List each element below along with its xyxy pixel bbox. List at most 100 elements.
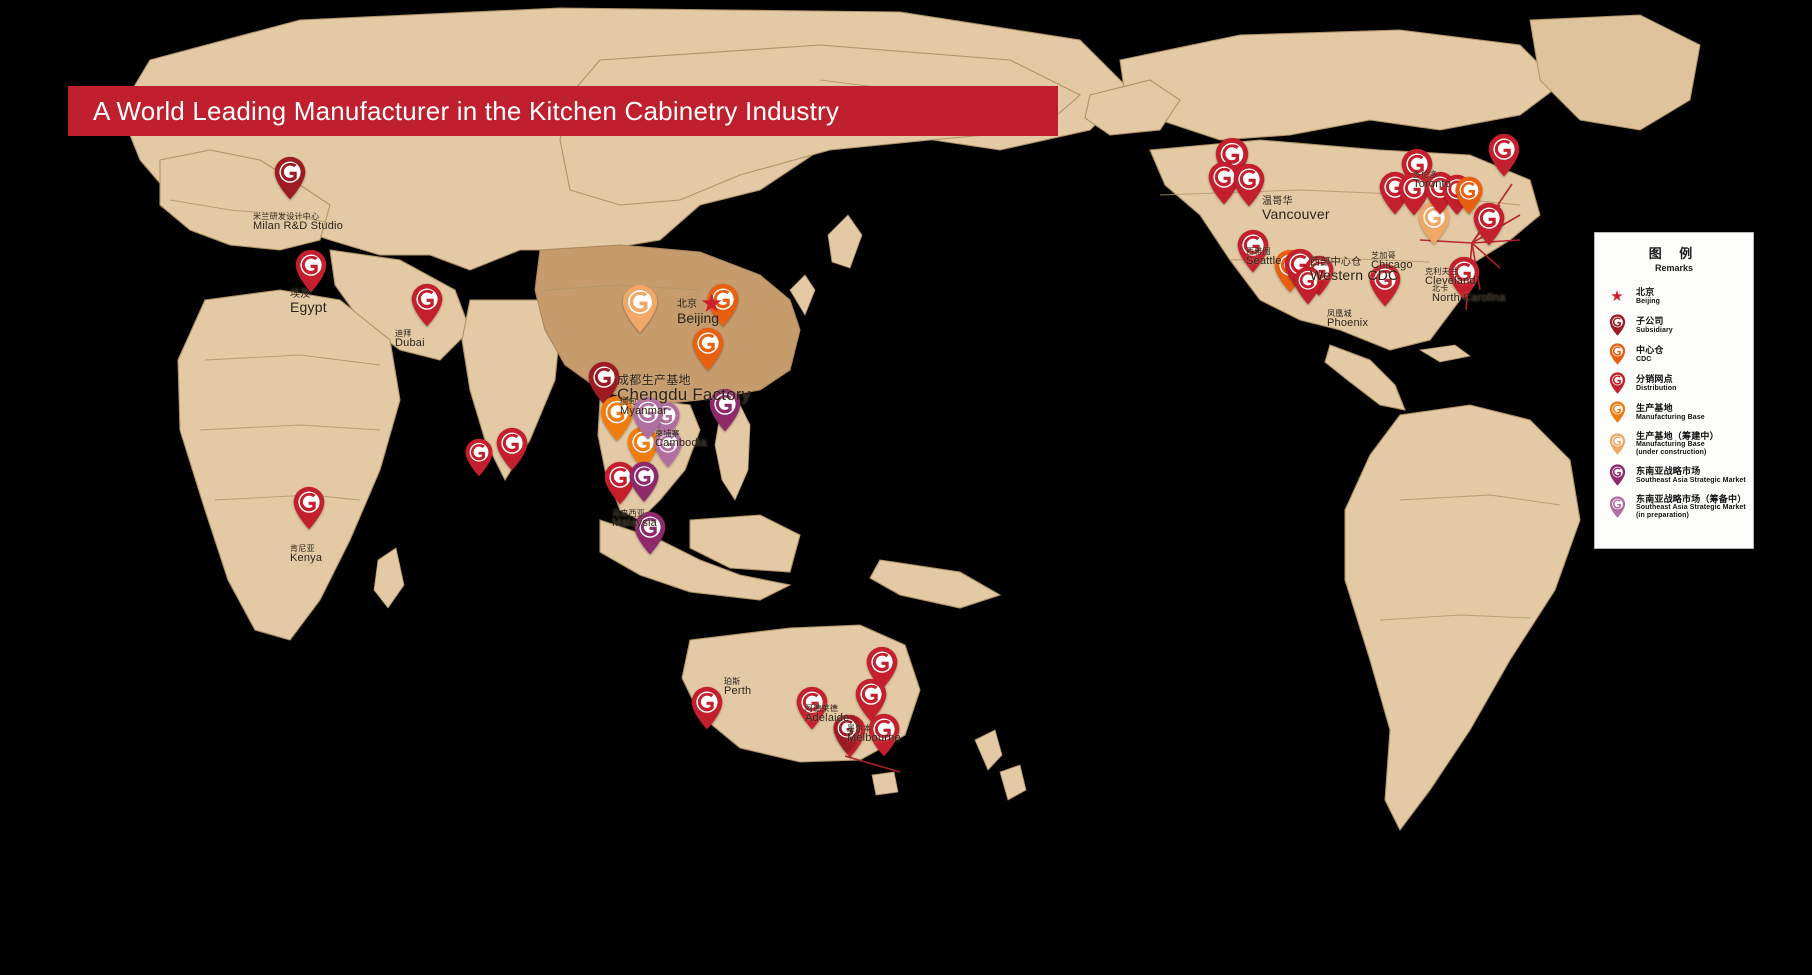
legend-row-manufacturing-base: 生产基地 Manufacturing Base xyxy=(1595,398,1753,427)
pin-thailand-mfg[interactable] xyxy=(599,395,635,442)
city-label-cn: 米兰研发设计中心 xyxy=(253,212,320,221)
legend-label-en: Manufacturing Base xyxy=(1636,441,1705,449)
pin-india-west[interactable] xyxy=(495,427,529,471)
city-label-cn: 阿德莱德 xyxy=(805,704,839,713)
pin-philippines[interactable] xyxy=(708,388,742,432)
city-label-en: Seattle xyxy=(1246,255,1282,268)
city-label-cn: 肯尼亚 xyxy=(290,544,315,553)
pin-china-east-a[interactable] xyxy=(706,283,740,327)
legend-label: 分销网点 Distribution xyxy=(1636,374,1676,392)
pin-texas[interactable] xyxy=(1368,263,1402,307)
city-label-en: Phoenix xyxy=(1327,317,1369,330)
pin-chengdu[interactable] xyxy=(621,284,659,333)
pin-perth[interactable] xyxy=(690,686,724,730)
pin-seattle[interactable] xyxy=(1232,163,1266,207)
legend-rows: ★ 北京 Beijing 子公司 Subsidiary 中心仓 CDC 分销网点 Dist… xyxy=(1595,282,1753,524)
pin-egypt[interactable] xyxy=(294,249,328,293)
legend-label-en: CDC xyxy=(1636,355,1652,363)
city-label-en: Kenya xyxy=(290,552,323,565)
city-label-en: Western CDC xyxy=(1310,267,1399,284)
pin-chicago-b[interactable] xyxy=(1397,172,1431,216)
city-label-toronto: 多伦多 Toronto xyxy=(1413,170,1452,191)
city-label-cn: 迪拜 xyxy=(395,329,412,338)
pin-myanmar[interactable] xyxy=(587,361,621,405)
city-label-cn: 珀斯 xyxy=(724,677,741,686)
city-label-cambodia: 柬埔寨 Cambodia xyxy=(655,429,707,450)
pin-icon xyxy=(1604,433,1630,455)
legend-label-en: Southeast Asia Strategic Market xyxy=(1636,504,1746,512)
pin-melbourne-b[interactable] xyxy=(832,714,862,753)
pin-sydney-b[interactable] xyxy=(854,678,888,722)
legend-title-en: Remarks xyxy=(1654,263,1694,273)
pin-dubai[interactable] xyxy=(410,283,444,327)
legend-label: 东南亚战略市场（筹备中） Southeast Asia Strategic Mar… xyxy=(1636,493,1747,519)
city-label-dubai: 迪拜 Dubai xyxy=(395,329,425,350)
city-label-cn: 西雅图 xyxy=(1246,247,1271,256)
legend-label: 中心仓 CDC xyxy=(1636,345,1664,363)
city-label-en: Cleveland xyxy=(1425,275,1476,288)
legend-label-cn: 北京 xyxy=(1636,287,1655,298)
city-label-myanmar: 缅甸 Myanmar xyxy=(620,397,668,418)
pin-vietnam-strat[interactable] xyxy=(653,429,683,468)
legend-label: 生产基地（筹建中） Manufacturing Base (under constr… xyxy=(1636,431,1719,456)
city-label-en: Toronto xyxy=(1413,178,1452,191)
pin-icon xyxy=(1604,343,1630,366)
city-label-chengdu: 成都生产基地 Chengdu Factory xyxy=(617,374,750,404)
pin-florida[interactable] xyxy=(1447,256,1481,300)
city-label-en: Perth xyxy=(724,685,752,698)
legend-label: 东南亚战略市场 Southeast Asia Strategic Market xyxy=(1636,466,1746,484)
beijing-label-cn: 北京 xyxy=(677,299,697,310)
pin-california[interactable] xyxy=(1236,229,1270,273)
beijing-label: 北京 Beijing xyxy=(677,299,719,325)
pin-adelaide[interactable] xyxy=(795,686,829,730)
pin-thailand-strat[interactable] xyxy=(631,396,665,440)
pin-kenya[interactable] xyxy=(292,486,326,530)
city-label-cn: 成都生产基地 xyxy=(617,373,691,387)
city-label-western-cdc: 西部中心仓 Western CDC xyxy=(1310,257,1399,284)
pin-atlantic[interactable] xyxy=(1472,202,1506,246)
city-label-cn: 克利夫兰 xyxy=(1425,267,1459,276)
city-label-vancouver: 温哥华 Vancouver xyxy=(1262,196,1330,223)
city-label-adelaide: 阿德莱德 Adelaide xyxy=(805,704,849,724)
city-label-en: Egypt xyxy=(290,299,327,316)
pin-malaysia-a[interactable] xyxy=(603,461,637,505)
city-label-chicago: 芝加哥 Chicago xyxy=(1371,251,1413,271)
legend-label-cn: 生产基地 xyxy=(1636,403,1673,414)
pin-northeast[interactable] xyxy=(1487,133,1521,177)
city-label-north-carolina: 北卡 North Carolina xyxy=(1432,284,1506,305)
legend-label-en: Manufacturing Base xyxy=(1636,413,1705,421)
city-label-seattle: 西雅图 Seattle xyxy=(1246,247,1282,268)
page-title: A World Leading Manufacturer in the Kitc… xyxy=(93,95,840,126)
city-label-cn: 西部中心仓 xyxy=(1310,257,1362,268)
legend-row-cdc: 中心仓 CDC xyxy=(1595,340,1753,369)
pin-milan[interactable] xyxy=(273,156,307,200)
city-label-en: Milan R&D Studio xyxy=(253,220,344,233)
star-icon: ★ xyxy=(1610,288,1624,305)
legend-label: 生产基地 Manufacturing Base xyxy=(1636,403,1705,421)
pin-cleveland-c[interactable] xyxy=(1454,176,1484,215)
pin-tasmania[interactable] xyxy=(867,713,901,757)
legend-row-subsidiary: 子公司 Subsidiary xyxy=(1595,311,1753,340)
pin-vancouver-b[interactable] xyxy=(1207,161,1241,205)
legend-label: 北京 Beijing xyxy=(1636,287,1661,305)
pin-china-east-b[interactable] xyxy=(691,327,725,371)
legend-label-cn: 东南亚战略市场（筹备中） xyxy=(1636,493,1747,504)
pin-indonesia[interactable] xyxy=(633,511,667,555)
pin-india-south[interactable] xyxy=(464,438,494,477)
pin-malaysia-b[interactable] xyxy=(628,461,660,503)
pin-icon xyxy=(1604,496,1630,518)
legend-label-en: Beijing xyxy=(1636,297,1661,305)
city-label-en: Dubai xyxy=(395,337,425,350)
city-label-cn: 北卡 xyxy=(1432,284,1449,293)
city-label-en: Vancouver xyxy=(1262,206,1330,223)
pin-icon xyxy=(1604,464,1630,487)
legend-title: 图 例 Remarks xyxy=(1595,243,1753,273)
pin-phoenix[interactable] xyxy=(1293,266,1323,305)
city-label-en: Myanmar xyxy=(620,405,668,418)
city-label-en: North Carolina xyxy=(1432,292,1506,305)
pin-sydney-a[interactable] xyxy=(865,646,899,690)
legend-label-cn: 子公司 xyxy=(1636,316,1664,327)
legend-label-cn: 东南亚战略市场 xyxy=(1636,466,1701,477)
city-label-en: Cambodia xyxy=(655,437,707,450)
legend-title-cn: 图 例 xyxy=(1648,246,1700,261)
